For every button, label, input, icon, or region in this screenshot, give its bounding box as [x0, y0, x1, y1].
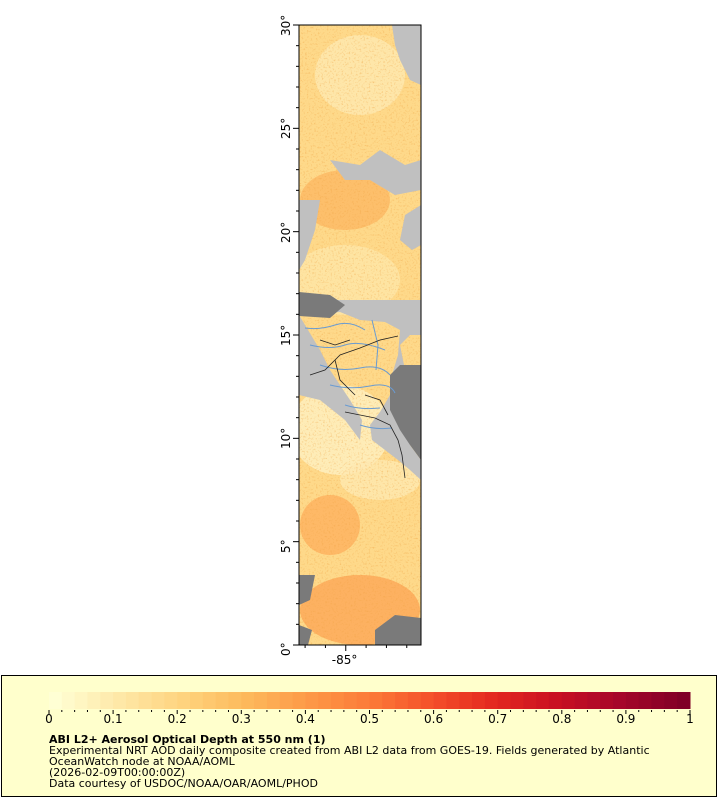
colorbar-segment — [574, 692, 588, 709]
colorbar-segment — [407, 692, 422, 709]
legend-credit: Data courtesy of USDOC/NOAA/OAR/AOML/PHO… — [49, 777, 318, 790]
colorbar-segment — [138, 692, 153, 709]
colorbar-segment — [638, 692, 653, 709]
legend-date: (2026-02-09T00:00:00Z) — [49, 766, 186, 779]
lat-tick-label: 20° — [279, 221, 293, 243]
colorbar-label: 0.8 — [552, 712, 572, 726]
colorbar-segment — [548, 692, 563, 709]
colorbar-segment — [164, 692, 178, 709]
colorbar-segment — [305, 692, 319, 709]
colorbar-label: 0.4 — [295, 712, 315, 726]
lat-tick-label: 5° — [279, 539, 293, 553]
latitude-ticks — [293, 24, 299, 646]
colorbar-segment — [215, 692, 229, 709]
colorbar-segment — [561, 692, 576, 709]
colorbar-segment — [433, 692, 447, 709]
colorbar-segment — [190, 692, 204, 709]
colorbar-segment — [241, 692, 255, 709]
lon-tick-label: -85° — [331, 653, 358, 667]
colorbar-segment — [587, 692, 601, 709]
colorbar-segment — [87, 692, 101, 709]
colorbar-segment — [228, 692, 242, 709]
colorbar-segment — [664, 692, 678, 709]
lat-tick-label: 25° — [279, 118, 293, 140]
colorbar-label: 0.1 — [103, 712, 123, 726]
colorbar-segment — [125, 692, 140, 709]
land-mass-dark — [390, 365, 421, 460]
lat-tick-label: 10° — [279, 428, 293, 450]
colorbar-segment — [343, 692, 358, 709]
map-plot-area — [299, 25, 421, 645]
colorbar-segment — [600, 692, 614, 709]
country-borders — [309, 335, 406, 479]
colorbar-segment — [382, 692, 396, 709]
colorbar-segment — [266, 692, 281, 709]
colorbar-segment — [420, 692, 435, 709]
colorbar-segment — [459, 692, 473, 709]
colorbar-segment — [395, 692, 409, 709]
lat-tick-label: 30° — [279, 14, 293, 36]
colorbar-segment — [74, 692, 88, 709]
colorbar-segment — [202, 692, 217, 709]
colorbar-segment — [331, 692, 345, 709]
colorbar-segment — [613, 692, 627, 709]
colorbar-label: 0.3 — [231, 712, 251, 726]
colorbar-segment — [651, 692, 665, 709]
colorbar-label: 0.5 — [359, 712, 380, 726]
land-mass — [400, 205, 421, 250]
legend-title: ABI L2+ Aerosol Optical Depth at 550 nm … — [49, 733, 326, 746]
colorbar-segment — [472, 692, 486, 709]
colorbar-segment — [536, 692, 550, 709]
land-mass-dark — [299, 292, 345, 318]
colorbar-segment — [497, 692, 512, 709]
colorbar-segment — [318, 692, 332, 709]
colorbar-segment — [677, 692, 691, 709]
legend-panel: 0 0.1 0.2 0.3 0.4 0.5 0.6 0.7 0.8 0.9 1 ABI L2+ Ae… — [1, 675, 717, 797]
colorbar-label: 0.6 — [424, 712, 444, 726]
aod-map[interactable] — [0, 0, 720, 672]
land-mass-dark — [299, 575, 315, 605]
colorbar-segment — [151, 692, 165, 709]
colorbar-segment — [61, 692, 76, 709]
land-mass — [330, 150, 421, 195]
colorbar-segment — [100, 692, 114, 709]
colorbar-segment — [369, 692, 383, 709]
colorbar-label: 0.9 — [616, 712, 636, 726]
legend-description: Experimental NRT AOD daily composite cre… — [49, 744, 650, 757]
colorbar-segment — [510, 692, 524, 709]
longitude-ticks — [304, 645, 408, 651]
colorbar-segment — [356, 692, 370, 709]
colorbar-label: 0 — [45, 712, 53, 726]
colorbar-label: 0.2 — [167, 712, 187, 726]
colorbar-segment — [113, 692, 127, 709]
colorbar-segment — [279, 692, 294, 709]
lat-tick-label: 0° — [279, 642, 293, 656]
land-mass-dark — [299, 625, 312, 645]
colorbar-label: 1 — [686, 712, 694, 726]
land-mass — [392, 25, 421, 85]
land-mass-dark — [375, 615, 421, 645]
colorbar-label: 0.7 — [488, 712, 508, 726]
colorbar — [48, 692, 691, 714]
colorbar-segment — [177, 692, 191, 709]
colorbar-segment — [446, 692, 460, 709]
colorbar-segment — [254, 692, 268, 709]
lat-tick-label: 15° — [279, 324, 293, 346]
colorbar-segment — [484, 692, 499, 709]
colorbar-segment — [292, 692, 306, 709]
colorbar-segment — [625, 692, 640, 709]
legend-description-cont: OceanWatch node at NOAA/AOML — [49, 755, 235, 768]
colorbar-segment — [49, 692, 63, 709]
land-mass — [299, 200, 320, 270]
central-america-land — [299, 300, 421, 480]
rivers — [304, 319, 396, 430]
colorbar-segment — [523, 692, 537, 709]
